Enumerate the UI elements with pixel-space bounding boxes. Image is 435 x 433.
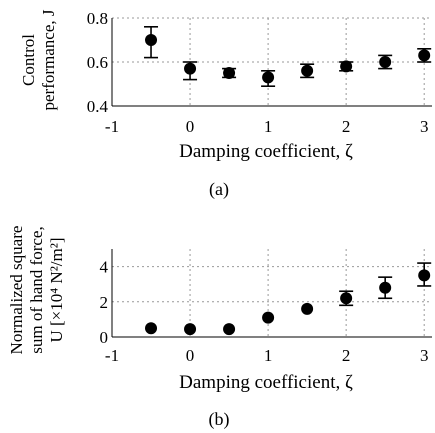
y-tick-label-a-2: 0.8 bbox=[87, 9, 108, 28]
x-tick-label-b-3: 2 bbox=[342, 346, 351, 365]
x-tick-label-b-2: 1 bbox=[264, 346, 273, 365]
panel-b: Normalized square sum of hand force, U [… bbox=[7, 226, 432, 430]
data-point-a-3 bbox=[262, 71, 275, 84]
y-axis-label-a-line2: performance, J bbox=[39, 9, 58, 110]
x-tick-label-a-0: -1 bbox=[105, 117, 119, 136]
x-tick-label-a-1: 0 bbox=[186, 117, 195, 136]
data-point-b-7 bbox=[418, 269, 431, 282]
panel-a: Control performance, J Damping coefficie… bbox=[19, 9, 432, 200]
data-point-a-1 bbox=[184, 62, 197, 75]
y-tick-label-a-1: 0.6 bbox=[87, 53, 108, 72]
x-tick-label-b-4: 3 bbox=[420, 346, 429, 365]
data-point-b-4 bbox=[301, 302, 314, 315]
data-point-a-0 bbox=[145, 34, 158, 46]
data-point-b-2 bbox=[223, 323, 236, 336]
y-tick-label-a-0: 0.4 bbox=[87, 97, 109, 116]
x-tick-label-b-1: 0 bbox=[186, 346, 195, 365]
y-axis-label-b-line2: sum of hand force, bbox=[27, 226, 46, 353]
data-point-a-2 bbox=[223, 67, 236, 79]
data-point-b-5 bbox=[340, 292, 353, 305]
y-axis-label-b-line3: U [×10⁴ N²/m²] bbox=[47, 237, 66, 342]
x-tick-label-a-4: 3 bbox=[420, 117, 429, 136]
x-tick-label-a-3: 2 bbox=[342, 117, 351, 136]
y-tick-label-b-2: 4 bbox=[100, 258, 109, 277]
x-tick-label-a-2: 1 bbox=[264, 117, 273, 136]
y-axis-label-b-line1: Normalized square bbox=[7, 226, 26, 355]
x-tick-label-b-0: -1 bbox=[105, 346, 119, 365]
y-tick-label-b-0: 0 bbox=[100, 328, 109, 347]
data-point-b-6 bbox=[379, 281, 392, 294]
y-axis-label-b: Normalized square sum of hand force, U [… bbox=[7, 226, 66, 355]
data-point-a-7 bbox=[418, 49, 431, 62]
data-point-b-3 bbox=[262, 311, 275, 324]
y-axis-label-a-line1: Control bbox=[19, 34, 38, 86]
data-point-a-5 bbox=[340, 60, 353, 73]
data-point-a-4 bbox=[301, 64, 314, 77]
x-axis-label-b: Damping coefficient, ζ bbox=[179, 372, 353, 393]
y-tick-label-b-1: 2 bbox=[100, 293, 109, 312]
caption-a: (a) bbox=[209, 179, 229, 200]
data-point-b-1 bbox=[184, 323, 197, 336]
x-axis-label-a: Damping coefficient, ζ bbox=[179, 141, 353, 162]
data-point-a-6 bbox=[379, 56, 392, 68]
y-axis-label-a: Control performance, J bbox=[19, 9, 58, 110]
caption-b: (b) bbox=[209, 409, 230, 430]
data-point-b-0 bbox=[145, 322, 158, 335]
